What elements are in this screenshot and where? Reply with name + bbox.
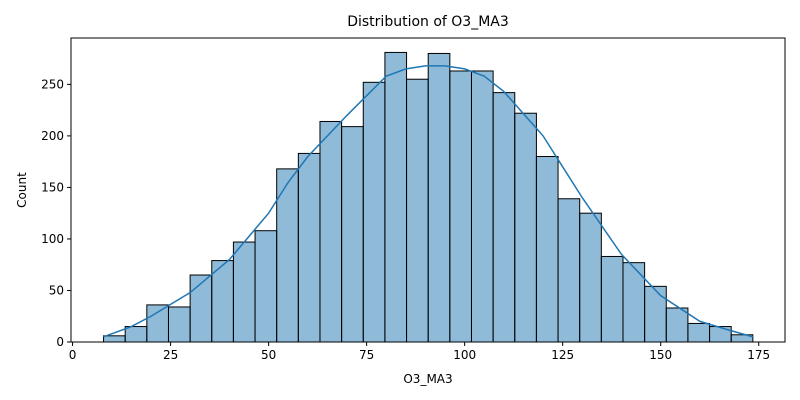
y-tick-label: 100 bbox=[41, 232, 64, 246]
bar bbox=[470, 70, 494, 343]
bar bbox=[665, 307, 689, 343]
x-tick-label: 175 bbox=[747, 348, 770, 362]
x-tick-label: 50 bbox=[261, 348, 276, 362]
bar bbox=[103, 335, 126, 343]
y-tick-label: 50 bbox=[49, 283, 64, 297]
bar bbox=[146, 304, 169, 343]
y-tick-label: 250 bbox=[41, 77, 64, 91]
x-axis-label: O3_MA3 bbox=[403, 372, 452, 386]
y-tick-label: 0 bbox=[56, 335, 64, 349]
bar bbox=[124, 326, 148, 343]
bar bbox=[232, 241, 256, 343]
bar bbox=[687, 322, 711, 343]
x-tick-label: 25 bbox=[163, 348, 178, 362]
plot-frame bbox=[70, 37, 786, 343]
bar bbox=[319, 120, 343, 343]
bar bbox=[362, 81, 386, 343]
kde-line bbox=[103, 65, 754, 338]
bar bbox=[341, 126, 364, 343]
bar bbox=[557, 198, 581, 343]
bar bbox=[514, 112, 537, 343]
x-tick-label: 75 bbox=[359, 348, 374, 362]
x-tick-label: 150 bbox=[649, 348, 672, 362]
bar bbox=[406, 78, 429, 343]
bar bbox=[449, 70, 472, 343]
bar bbox=[189, 274, 213, 343]
bar bbox=[644, 285, 667, 343]
bar bbox=[211, 260, 234, 343]
x-tick-label: 125 bbox=[551, 348, 574, 362]
bar bbox=[492, 92, 516, 343]
bar bbox=[600, 255, 624, 343]
y-axis-label: Count bbox=[15, 172, 29, 208]
chart-title: Distribution of O3_MA3 bbox=[347, 14, 509, 30]
bar bbox=[297, 152, 321, 343]
bar bbox=[167, 306, 191, 343]
x-tick-label: 100 bbox=[453, 348, 476, 362]
bar bbox=[579, 212, 602, 343]
bar bbox=[709, 326, 732, 343]
x-tick-label: 0 bbox=[69, 348, 77, 362]
y-tick-label: 200 bbox=[41, 129, 64, 143]
bar bbox=[384, 51, 408, 343]
bar bbox=[427, 52, 451, 343]
y-tick-label: 150 bbox=[41, 180, 64, 194]
bar bbox=[535, 156, 559, 343]
bar bbox=[254, 230, 278, 343]
